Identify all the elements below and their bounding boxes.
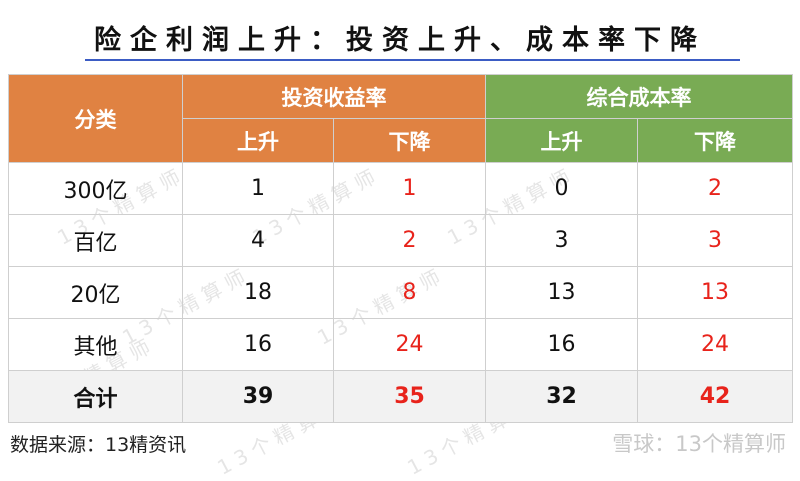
- table-cell: 35: [333, 370, 486, 423]
- row-label: 300亿: [8, 162, 183, 215]
- table-cell: 1: [333, 162, 486, 215]
- data-source: 数据来源：13精资讯: [10, 434, 187, 456]
- table-cell: 13: [485, 266, 638, 319]
- table-cell: 18: [182, 266, 334, 319]
- table-cell: 24: [333, 318, 486, 371]
- row-label: 合计: [8, 370, 183, 423]
- table-cell: 13: [637, 266, 793, 319]
- table-cell: 2: [637, 162, 793, 215]
- table-cell: 24: [637, 318, 793, 371]
- table-cell: 3: [637, 214, 793, 267]
- table-cell: 42: [637, 370, 793, 423]
- row-label: 20亿: [8, 266, 183, 319]
- table-row: 其他 16 24 16 24: [8, 318, 793, 371]
- header-investment-yield: 投资收益率: [182, 74, 486, 119]
- table-cell: 3: [485, 214, 638, 267]
- header-investment-down: 下降: [333, 118, 486, 163]
- brand-watermark: 雪球：13个精算师: [612, 432, 786, 456]
- table-cell: 32: [485, 370, 638, 423]
- table-cell: 16: [485, 318, 638, 371]
- table-cell: 16: [182, 318, 334, 371]
- title-underline: [85, 59, 740, 61]
- header-cost-up: 上升: [485, 118, 638, 163]
- header-cost-down: 下降: [637, 118, 793, 163]
- table-row: 300亿 1 1 0 2: [8, 162, 793, 215]
- header-category: 分类: [8, 74, 183, 163]
- table-cell: 1: [182, 162, 334, 215]
- header-combined-cost-ratio: 综合成本率: [485, 74, 793, 119]
- table-cell: 8: [333, 266, 486, 319]
- table-cell: 39: [182, 370, 334, 423]
- row-label: 其他: [8, 318, 183, 371]
- row-label: 百亿: [8, 214, 183, 267]
- table-cell: 4: [182, 214, 334, 267]
- table-row: 百亿 4 2 3 3: [8, 214, 793, 267]
- table-cell: 2: [333, 214, 486, 267]
- table-cell: 0: [485, 162, 638, 215]
- header-investment-up: 上升: [182, 118, 334, 163]
- table-row: 20亿 18 8 13 13: [8, 266, 793, 319]
- table-row: 合计 39 35 32 42: [8, 370, 793, 423]
- page-title: 险企利润上升：投资上升、成本率下降: [94, 25, 706, 56]
- data-table: 分类 投资收益率 综合成本率 上升 下降 上升 下降 300亿 1 1 0 2 百亿 4 2 3…: [8, 74, 793, 423]
